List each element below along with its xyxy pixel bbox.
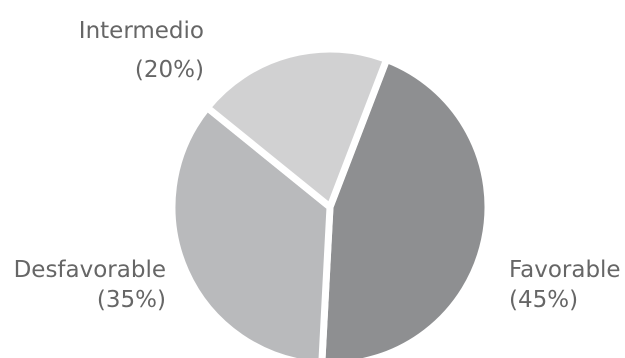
pie-slices	[168, 45, 492, 358]
pie-slice-intermedio	[202, 45, 392, 213]
slice-label-desfavorable: Desfavorable	[14, 257, 166, 283]
slice-label-favorable: Favorable	[509, 257, 621, 283]
slice-percent-intermedio: (20%)	[135, 57, 204, 83]
slice-label-intermedio: Intermedio	[79, 18, 204, 44]
slice-percent-favorable: (45%)	[509, 287, 578, 313]
pie-slice-favorable	[318, 54, 492, 358]
pie-slice-desfavorable	[168, 102, 334, 358]
slice-percent-desfavorable: (35%)	[97, 287, 166, 313]
